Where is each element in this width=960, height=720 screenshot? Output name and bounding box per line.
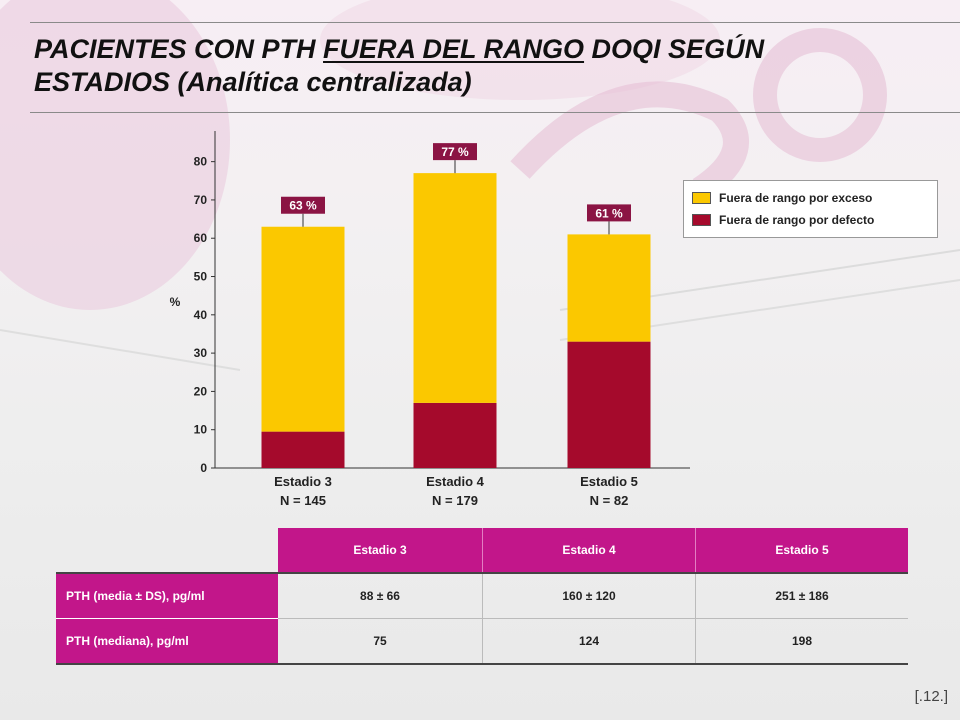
bar-excess bbox=[413, 173, 497, 403]
bars: 63 % 77 % 61 % bbox=[261, 143, 651, 468]
table-cell: 124 bbox=[482, 618, 696, 664]
pth-stats-table: Estadio 3 Estadio 4 Estadio 5 PTH (media… bbox=[56, 528, 908, 665]
y-axis-label: % bbox=[170, 295, 181, 309]
y-tick-label: 10 bbox=[194, 423, 208, 437]
y-tick-label: 30 bbox=[194, 346, 208, 360]
legend: Fuera de rango por exceso Fuera de rango… bbox=[683, 180, 938, 238]
table-row: PTH (mediana), pg/ml 75 124 198 bbox=[56, 618, 908, 664]
x-tick-sample-size: N = 145 bbox=[280, 493, 326, 508]
x-tick-label: Estadio 5 bbox=[580, 474, 638, 489]
top-rule bbox=[30, 22, 960, 23]
table-header-row: Estadio 3 Estadio 4 Estadio 5 bbox=[56, 528, 908, 573]
y-tick-label: 40 bbox=[194, 308, 208, 322]
table-cell: 198 bbox=[791, 634, 813, 648]
y-tick-label: 20 bbox=[194, 384, 208, 398]
data-label: 61 % bbox=[595, 206, 623, 220]
page-title: PACIENTES CON PTH FUERA DEL RANGO DOQI S… bbox=[34, 34, 765, 97]
table-row: PTH (media ± DS), pg/ml 88 ± 66 160 ± 12… bbox=[56, 573, 908, 619]
legend-swatch-deficit bbox=[692, 214, 711, 226]
data-label: 77 % bbox=[441, 145, 469, 159]
x-tick-sample-size: N = 179 bbox=[432, 493, 478, 508]
x-axis-labels: Estadio 3 N = 145 Estadio 4 N = 179 Estadio … bbox=[274, 474, 638, 508]
data-label-box bbox=[587, 204, 631, 222]
title-bottom-rule bbox=[30, 112, 960, 113]
y-tick-label: 50 bbox=[194, 270, 208, 284]
table-header-estadio-4: Estadio 4 bbox=[482, 528, 696, 573]
row-label-mediana: PTH (mediana), pg/ml bbox=[56, 618, 278, 664]
data-label-box bbox=[281, 196, 325, 214]
bar-deficit bbox=[261, 431, 345, 468]
bar-excess bbox=[567, 234, 651, 342]
table-cell: 75 bbox=[278, 618, 483, 664]
table-corner-cell bbox=[56, 528, 278, 573]
table-header-estadio-3: Estadio 3 bbox=[278, 528, 483, 573]
bar-deficit bbox=[413, 402, 497, 468]
bar-deficit bbox=[567, 341, 651, 468]
table-cell: 160 ± 120 bbox=[482, 573, 696, 619]
y-tick-label: 80 bbox=[194, 155, 208, 169]
data-label: 63 % bbox=[289, 199, 317, 213]
legend-item-excess: Fuera de rango por exceso bbox=[692, 187, 929, 209]
y-tick-label: 60 bbox=[194, 231, 208, 245]
bar-excess bbox=[261, 226, 345, 432]
legend-label-deficit: Fuera de rango por defecto bbox=[719, 213, 875, 227]
page-number: [.12.] bbox=[914, 688, 948, 705]
data-label-box bbox=[433, 143, 477, 161]
legend-item-deficit: Fuera de rango por defecto bbox=[692, 209, 929, 231]
row-label-media: PTH (media ± DS), pg/ml bbox=[56, 573, 278, 619]
legend-swatch-excess bbox=[692, 192, 711, 204]
stacked-bar-chart: 0 10 20 30 40 50 60 70 80 % 63 % 77 % 61 % Estadio… bbox=[170, 131, 690, 508]
table-cell: 88 ± 66 bbox=[278, 573, 483, 619]
y-tick-label: 70 bbox=[194, 193, 208, 207]
y-tick-label: 0 bbox=[200, 461, 207, 475]
legend-label-excess: Fuera de rango por exceso bbox=[719, 191, 873, 205]
x-tick-label: Estadio 3 bbox=[274, 474, 332, 489]
table-cell: 251 ± 186 bbox=[695, 573, 908, 619]
table-header-estadio-5: Estadio 5 bbox=[695, 528, 908, 573]
x-tick-sample-size: N = 82 bbox=[590, 493, 629, 508]
x-tick-label: Estadio 4 bbox=[426, 474, 485, 489]
